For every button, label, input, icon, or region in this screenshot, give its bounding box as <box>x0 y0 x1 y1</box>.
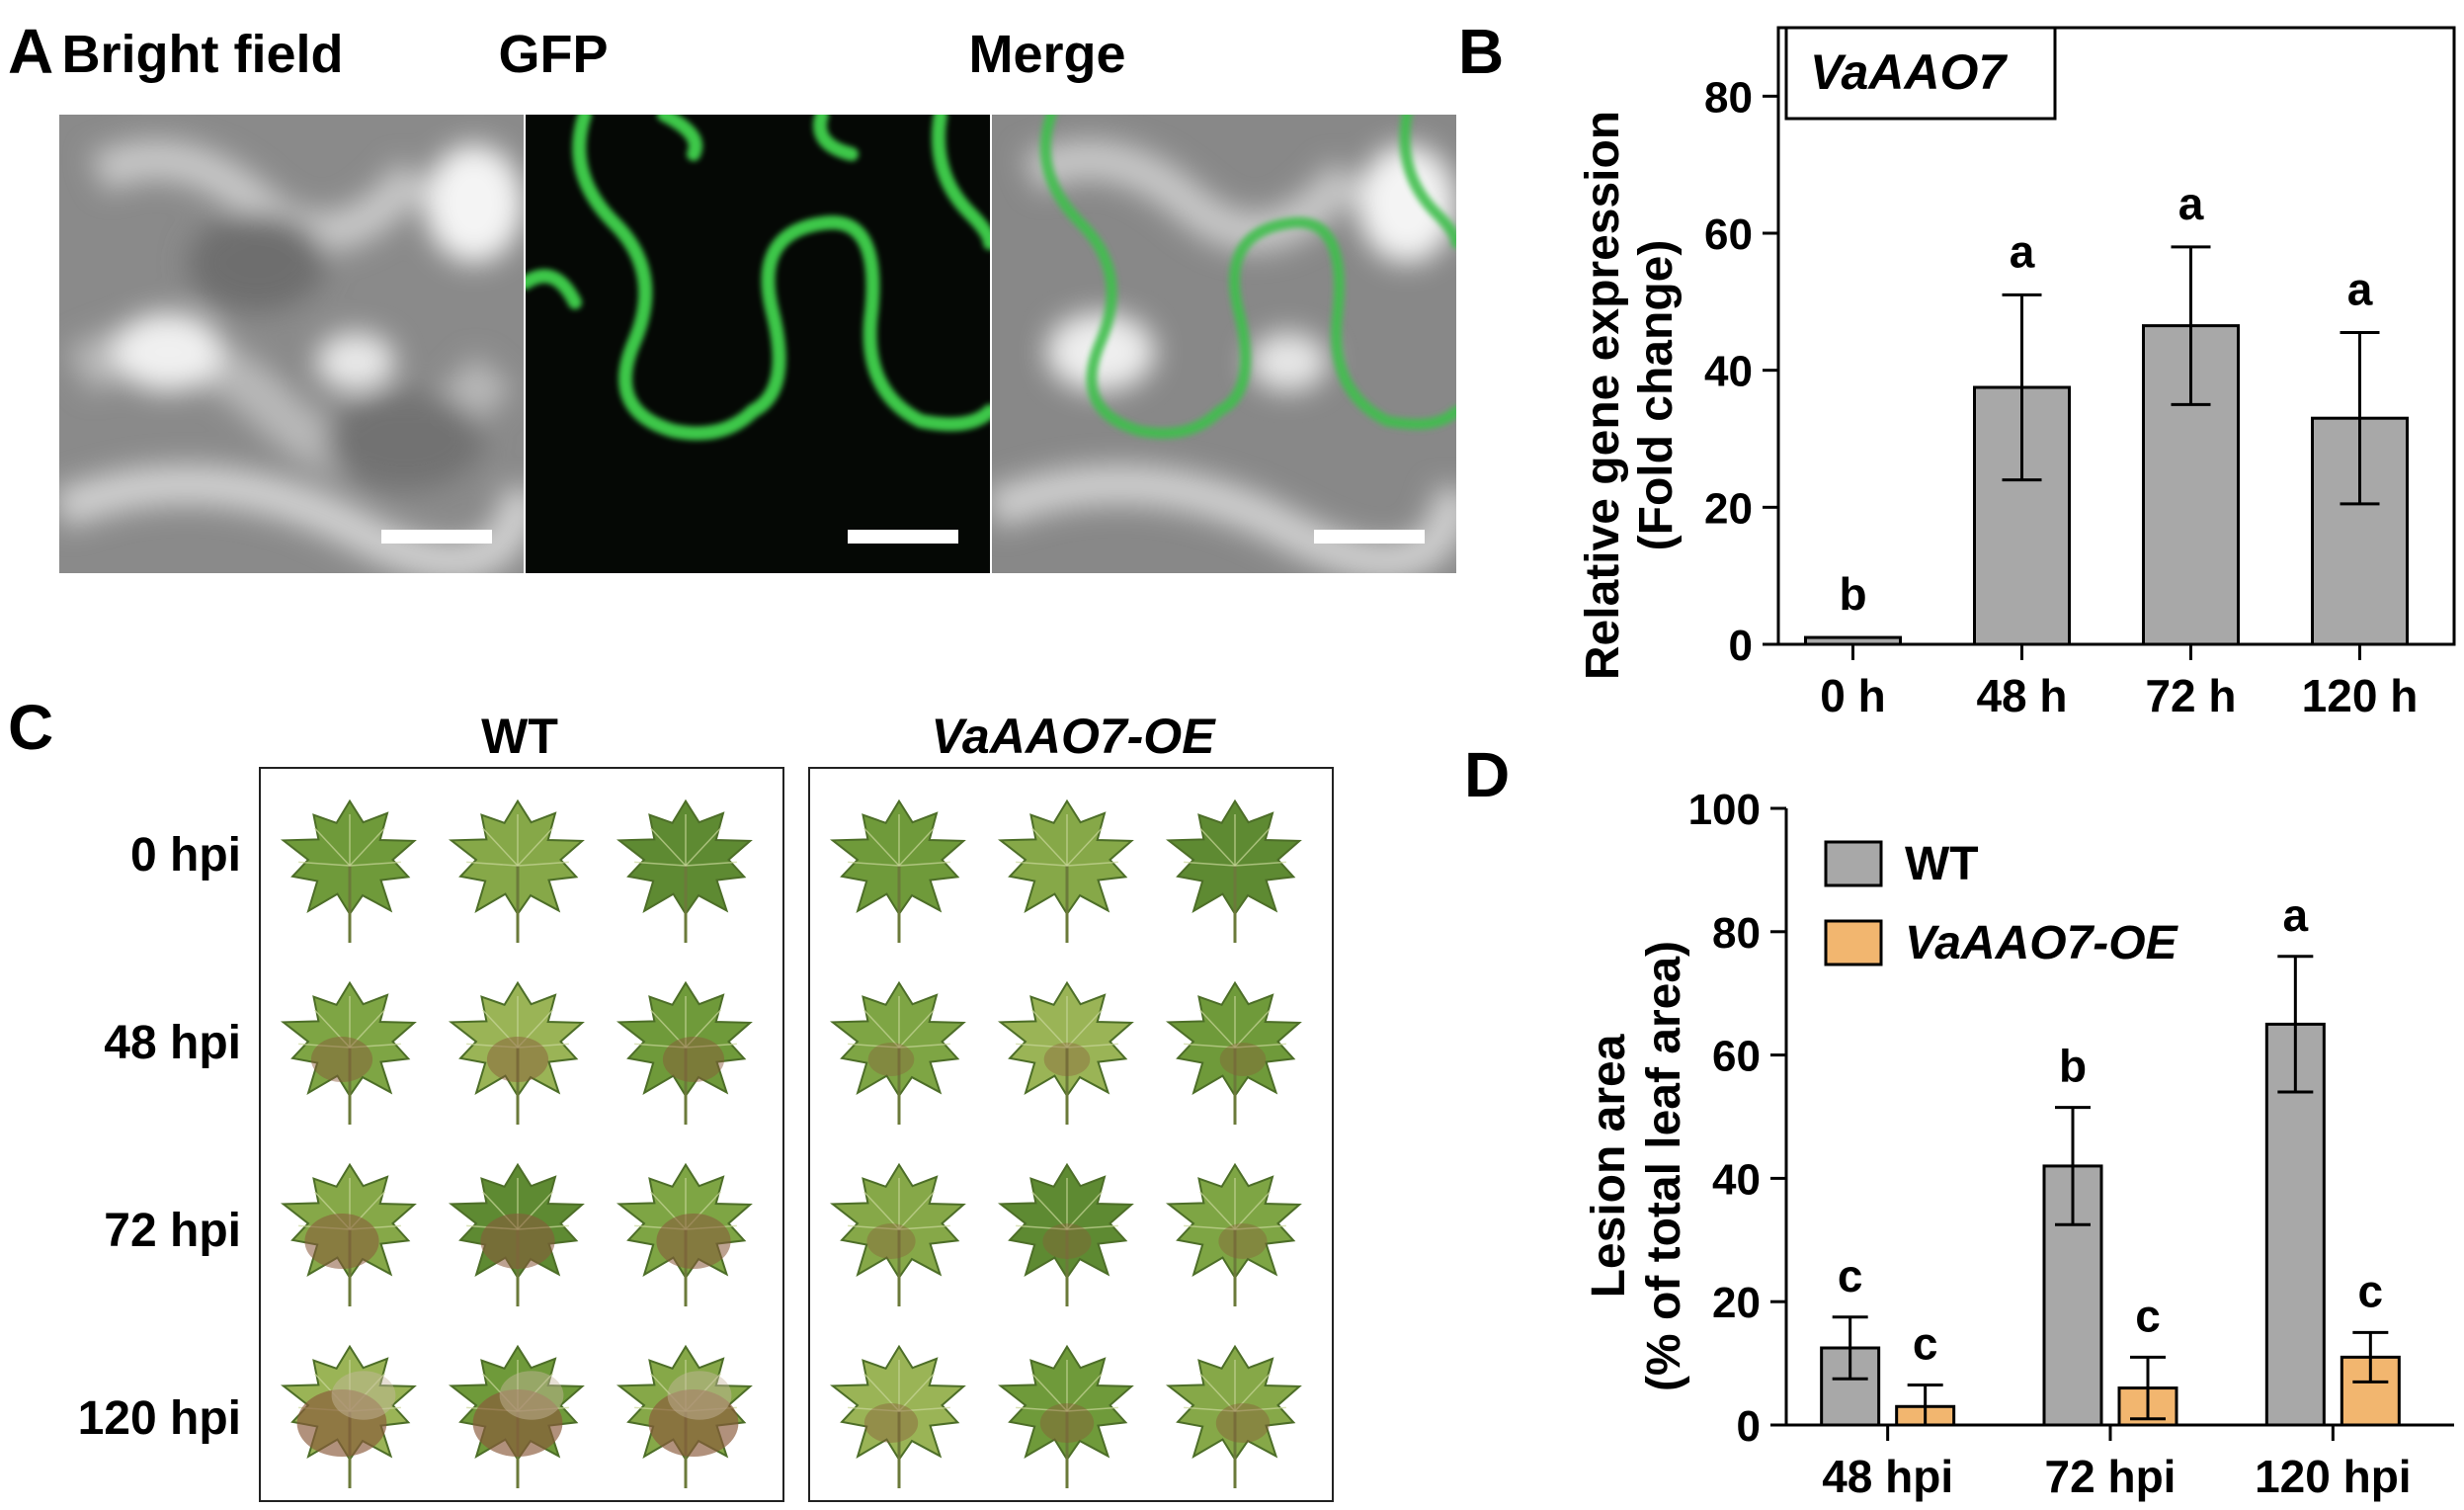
bright-field-title: Bright field <box>61 25 344 84</box>
chart-b-xtick-label: 0 h <box>1820 670 1885 721</box>
wt-leaf <box>280 1162 417 1306</box>
chart-d-legend-swatch <box>1824 840 1883 887</box>
wt-leaf <box>448 1162 585 1306</box>
group-title-oe: VaAAO7-OE <box>931 709 1215 764</box>
chart-b-ytick-label: 0 <box>1729 622 1753 670</box>
chart-d-ylabel-line2: (% of total leaf area) <box>1638 941 1690 1391</box>
oe-leaf <box>829 798 966 943</box>
gfp-title: GFP <box>498 25 609 84</box>
chart-b-sig-letter: a <box>2010 225 2035 277</box>
chart-d-ytick-label: 40 <box>1712 1155 1761 1204</box>
chart-d-sig-letter: c <box>2135 1290 2161 1341</box>
chart-b-ytick-label: 20 <box>1704 484 1753 533</box>
chart-d-legend-swatch <box>1824 919 1883 966</box>
chart-b-xtick-label: 72 h <box>2145 670 2236 721</box>
chart-d-ytick-label: 100 <box>1688 786 1761 834</box>
chart-b-bar <box>2311 416 2409 646</box>
oe-leaf <box>997 1344 1134 1488</box>
chart-b-ytick-label: 40 <box>1704 348 1753 396</box>
chart-b-ytick-label: 60 <box>1704 210 1753 259</box>
chart-d-sig-letter: a <box>2283 889 2309 941</box>
oe-leaf <box>829 1344 966 1488</box>
group-title-wt: WT <box>481 709 558 764</box>
oe-leaf <box>1165 1162 1302 1306</box>
oe-leaf <box>829 980 966 1125</box>
chart-b-ylabel-line2: (Fold change) <box>1630 240 1683 551</box>
chart-b: Relative gene expression (Fold change) 0… <box>1577 26 2456 721</box>
chart-b-sig-letter: a <box>2178 178 2204 229</box>
panel-b-letter: B <box>1458 16 1505 87</box>
oe-leaf <box>1165 798 1302 943</box>
chart-d-sig-letter: c <box>1913 1317 1938 1369</box>
chart-b-xtick-label: 48 h <box>1976 670 2067 721</box>
wt-leaf <box>616 1162 753 1306</box>
chart-d-xtick-label: 120 hpi <box>2255 1451 2412 1502</box>
oe-leaf <box>829 1162 966 1306</box>
chart-d-ytick-label: 20 <box>1712 1279 1761 1327</box>
gfp-image <box>526 115 990 573</box>
oe-leaf <box>997 1162 1134 1306</box>
chart-b-frame <box>1776 26 2456 646</box>
row-label-120hpi: 120 hpi <box>77 1392 241 1445</box>
chart-d: Lesion area (% of total leaf area) 0 20 40… <box>1583 786 2454 1502</box>
wt-leaf <box>616 980 753 1125</box>
oe-leaf <box>1165 980 1302 1125</box>
row-label-72hpi: 72 hpi <box>104 1205 241 1257</box>
wt-leaf <box>448 798 585 943</box>
chart-d-sig-letter: c <box>1838 1250 1863 1301</box>
chart-d-legend-label: WT <box>1905 838 1979 890</box>
chart-b-xtick-label: 120 h <box>2302 670 2419 721</box>
chart-d-sig-letter: c <box>2358 1265 2384 1316</box>
chart-b-bar <box>2142 324 2240 646</box>
row-label-0hpi: 0 hpi <box>129 829 241 881</box>
oe-leaf <box>997 798 1134 943</box>
wt-leaf <box>280 1344 417 1488</box>
wt-leaf <box>616 798 753 943</box>
merge-image <box>992 115 1456 573</box>
chart-b-sig-letter: b <box>1839 568 1866 620</box>
chart-d-ytick-label: 60 <box>1712 1033 1761 1081</box>
wt-leaf-panel <box>259 767 784 1502</box>
wt-leaf <box>448 1344 585 1488</box>
chart-b-inset-box: VaAAO7 <box>1784 26 2057 121</box>
wt-leaf <box>280 798 417 943</box>
chart-d-sig-letter: b <box>2059 1041 2087 1092</box>
panel-d-letter: D <box>1464 739 1511 810</box>
panel-c-letter: C <box>8 692 54 763</box>
panel-a-letter: A <box>8 16 54 87</box>
chart-d-legend-label: VaAAO7-OE <box>1905 917 2179 969</box>
merge-title: Merge <box>968 25 1126 84</box>
chart-b-inset-label: VaAAO7 <box>1810 44 2008 100</box>
chart-d-ylabel-line1: Lesion area <box>1583 1034 1635 1298</box>
chart-b-bar <box>1804 635 1902 646</box>
oe-leaf <box>1165 1344 1302 1488</box>
chart-b-ylabel-line1: Relative gene expression <box>1577 111 1629 680</box>
chart-b-ytick-label: 80 <box>1704 73 1753 122</box>
chart-d-ytick-label: 0 <box>1737 1402 1761 1451</box>
chart-d-ytick-label: 80 <box>1712 909 1761 958</box>
oe-leaf-panel <box>808 767 1334 1502</box>
wt-leaf <box>616 1344 753 1488</box>
chart-d-xtick-label: 72 hpi <box>2045 1451 2177 1502</box>
wt-leaf <box>448 980 585 1125</box>
oe-leaf <box>997 980 1134 1125</box>
row-label-48hpi: 48 hpi <box>104 1017 241 1069</box>
bright-field-image <box>59 115 524 573</box>
chart-b-sig-letter: a <box>2347 264 2373 315</box>
wt-leaf <box>280 980 417 1125</box>
chart-d-xtick-label: 48 hpi <box>1822 1451 1953 1502</box>
